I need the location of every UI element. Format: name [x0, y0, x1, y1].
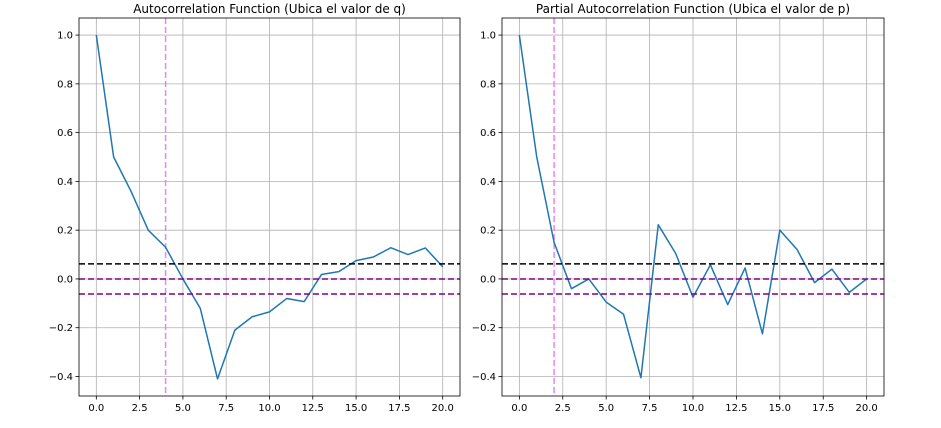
acf-y-tick-label: 0.8 [57, 79, 73, 90]
acf-title: Autocorrelation Function (Ubica el valor… [133, 2, 406, 16]
pacf-x-tick-label: 12.5 [725, 403, 747, 414]
pacf-y-tick-label: −0.2 [472, 323, 496, 334]
acf-x-tick-label: 15.0 [345, 403, 367, 414]
pacf-panel: Partial Autocorrelation Function (Ubica … [472, 2, 885, 414]
acf-x-tick-label: 0.0 [88, 403, 104, 414]
acf-series-line [95, 34, 444, 380]
acf-x-tick-label: 2.5 [132, 403, 148, 414]
acf-x-tick-label: 10.0 [258, 403, 280, 414]
acf-y-tick-label: 0.6 [57, 128, 73, 139]
pacf-title: Partial Autocorrelation Function (Ubica … [536, 2, 850, 16]
acf-y-tick-label: −0.2 [49, 323, 73, 334]
pacf-y-tick-label: 0.6 [480, 128, 496, 139]
pacf-x-tick-label: 5.0 [598, 403, 614, 414]
acf-x-tick-label: 20.0 [432, 403, 454, 414]
acf-x-tick-label: 17.5 [388, 403, 410, 414]
pacf-y-tick-label: 0.8 [480, 79, 496, 90]
pacf-x-tick-label: 17.5 [812, 403, 834, 414]
pacf-y-tick-label: 0.2 [480, 226, 496, 237]
pacf-y-tick-label: 1.0 [480, 31, 496, 42]
pacf-x-tick-label: 7.5 [642, 403, 658, 414]
acf-y-tick-label: −0.4 [49, 372, 73, 383]
pacf-x-tick-label: 15.0 [769, 403, 791, 414]
acf-y-tick-label: 1.0 [57, 31, 73, 42]
pacf-x-tick-label: 10.0 [682, 403, 704, 414]
pacf-y-tick-label: 0.4 [480, 177, 496, 188]
acf-y-tick-label: 0.0 [57, 274, 73, 285]
pacf-x-tick-label: 0.0 [511, 403, 527, 414]
pacf-x-tick-label: 20.0 [856, 403, 878, 414]
pacf-y-tick-label: 0.0 [480, 274, 496, 285]
acf-x-tick-label: 5.0 [175, 403, 191, 414]
acf-y-tick-label: 0.2 [57, 226, 73, 237]
acf-x-tick-label: 12.5 [302, 403, 324, 414]
acf-panel: Autocorrelation Function (Ubica el valor… [49, 2, 461, 414]
pacf-series-line [518, 34, 868, 379]
pacf-x-tick-label: 2.5 [555, 403, 571, 414]
acf-y-tick-label: 0.4 [57, 177, 73, 188]
acf-x-tick-label: 7.5 [218, 403, 234, 414]
pacf-y-tick-label: −0.4 [472, 372, 496, 383]
